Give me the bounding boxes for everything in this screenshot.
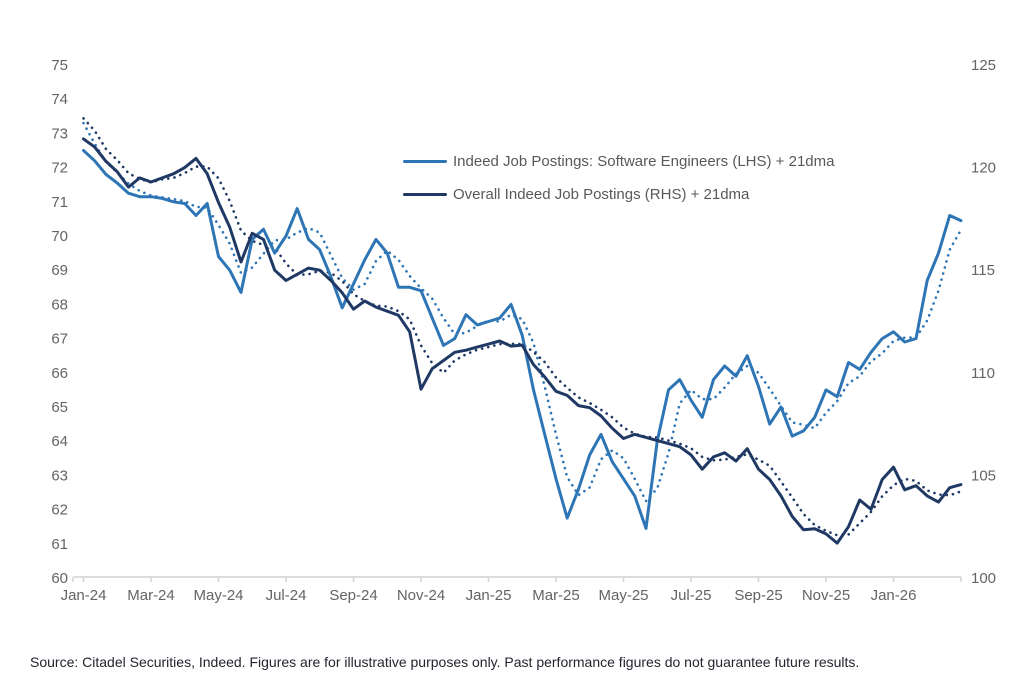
x-tick-label: Jul-25	[671, 587, 712, 604]
left-axis-tick-label: 60	[51, 570, 68, 587]
chart-legend: Indeed Job Postings: Software Engineers …	[403, 145, 834, 211]
right-axis-tick-label: 105	[971, 467, 996, 484]
left-axis-tick-label: 61	[51, 536, 68, 553]
source-note: Source: Citadel Securities, Indeed. Figu…	[30, 654, 860, 670]
x-tick-label: Jan-25	[466, 587, 512, 604]
x-tick-label: Sep-24	[329, 587, 377, 604]
legend-line-sample-blue-icon	[403, 160, 447, 163]
left-axis-tick-label: 70	[51, 228, 68, 245]
x-tick-label: Jan-26	[871, 587, 917, 604]
x-tick-label: Mar-25	[532, 587, 580, 604]
x-tick-label: Jan-24	[61, 587, 107, 604]
left-axis-tick-label: 62	[51, 502, 68, 519]
x-tick-label: Mar-24	[127, 587, 175, 604]
series-line-lhs-dotted	[82, 121, 963, 503]
left-axis-tick-label: 72	[51, 160, 68, 177]
right-axis-tick-label: 115	[971, 262, 995, 279]
right-axis-tick-label: 125	[971, 57, 996, 74]
x-tick-label: May-24	[193, 587, 243, 604]
series-line-rhs-solid	[82, 137, 963, 545]
x-tick-label: Jul-24	[266, 587, 307, 604]
left-axis-tick-label: 65	[51, 399, 68, 416]
right-axis-tick-label: 110	[971, 365, 995, 382]
x-tick-label: May-25	[598, 587, 648, 604]
left-axis-tick-label: 73	[51, 125, 68, 142]
x-tick-label: Nov-25	[802, 587, 850, 604]
left-axis-tick-label: 64	[51, 433, 68, 450]
legend-label-software-engineers: Indeed Job Postings: Software Engineers …	[453, 153, 835, 170]
legend-item-overall: Overall Indeed Job Postings (RHS) + 21dm…	[403, 178, 834, 211]
left-axis-tick-label: 68	[51, 296, 68, 313]
left-axis-tick-label: 69	[51, 262, 68, 279]
legend-item-software-engineers: Indeed Job Postings: Software Engineers …	[403, 145, 834, 178]
left-axis-tick-label: 63	[51, 467, 68, 484]
right-axis-tick-label: 120	[971, 160, 996, 177]
left-axis-tick-label: 67	[51, 331, 68, 348]
left-axis-tick-label: 74	[51, 91, 68, 108]
legend-line-sample-navy-icon	[403, 193, 447, 196]
left-axis-tick-label: 71	[51, 194, 68, 211]
left-axis-tick-label: 66	[51, 365, 68, 382]
legend-label-overall: Overall Indeed Job Postings (RHS) + 21dm…	[453, 186, 750, 203]
x-tick-label: Sep-25	[734, 587, 782, 604]
right-axis-tick-label: 100	[971, 570, 996, 587]
left-axis-tick-label: 75	[51, 57, 68, 74]
series-line-rhs-dotted	[82, 117, 963, 537]
line-chart-canvas: Jan-24 Mar-24 May-24 Jul-24 Sep-24 Nov-24 Jan-…	[51, 57, 996, 604]
x-tick-label: Nov-24	[397, 587, 445, 604]
series-line-lhs-solid	[82, 149, 963, 530]
